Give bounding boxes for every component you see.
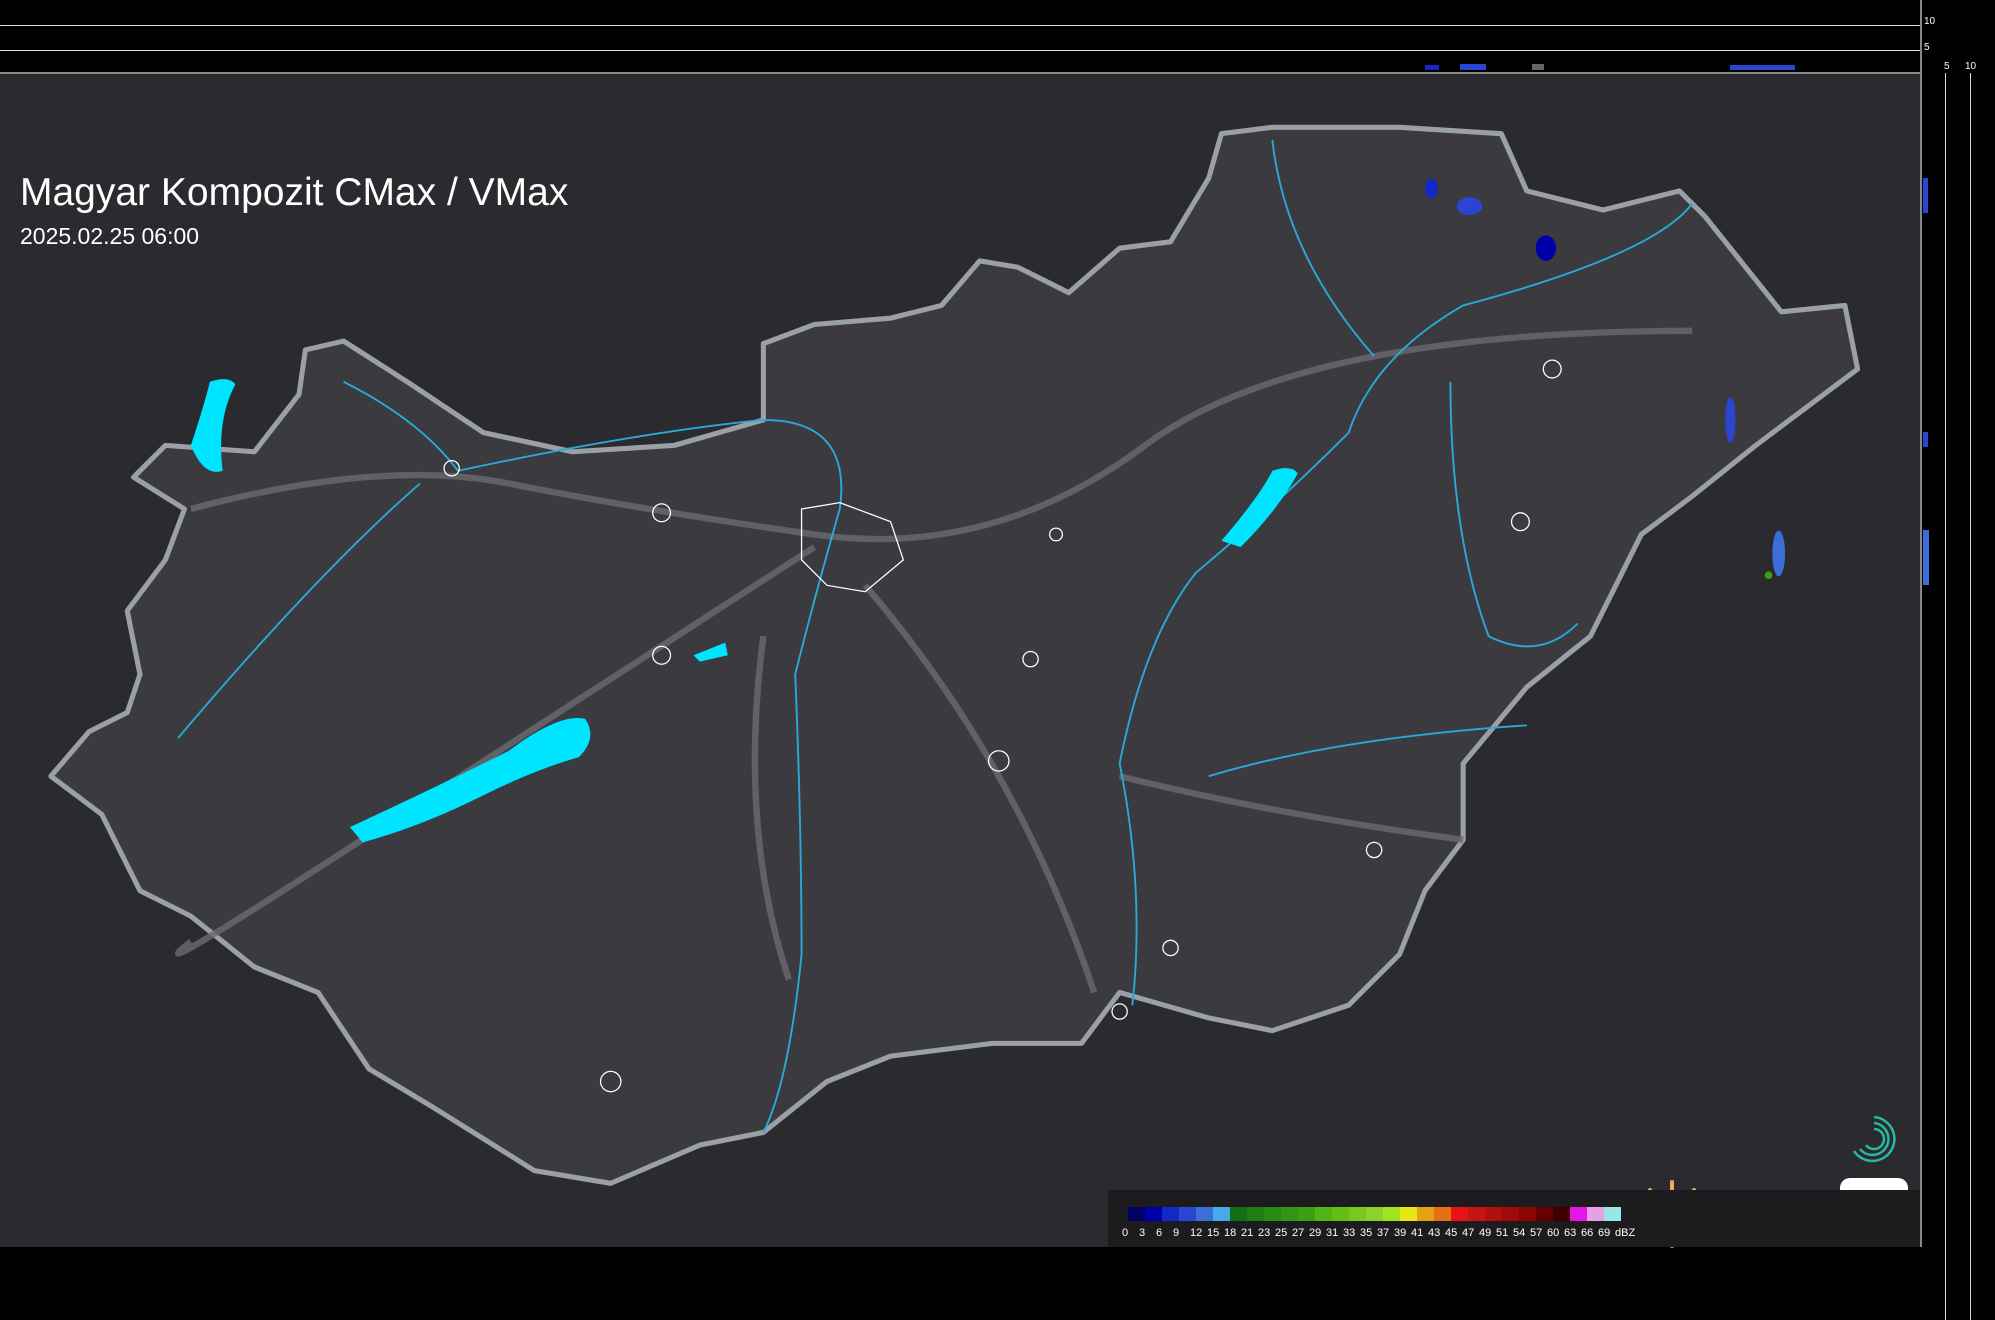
legend-label: 6 [1156,1227,1163,1239]
legend-swatch [1468,1207,1485,1221]
tick-label: 10 [1965,61,1977,72]
legend-swatch [1298,1207,1315,1221]
legend-swatch [1162,1207,1179,1221]
tick-label: 10 [1924,16,1936,27]
profile-echo [1532,64,1544,70]
tick-label: 5 [1944,61,1950,72]
legend-label: 27 [1292,1227,1305,1239]
legend-label: 47 [1462,1227,1475,1239]
country-border-hungary [48,124,1861,1186]
map-timestamp: 2025.02.25 06:00 [20,223,200,249]
gridline-10 [0,25,1920,26]
legend-label: 25 [1275,1227,1288,1239]
gridline-5 [0,50,1920,51]
radar-map[interactable]: Magyar Kompozit CMax / VMax 2025.02.25 0… [0,73,1920,1248]
legend-swatch [1145,1207,1162,1221]
tick-label: 5 [1924,42,1930,53]
gridline-5 [1945,73,1946,1320]
legend-swatch [1349,1207,1366,1221]
legend-label: 3 [1139,1227,1146,1239]
legend-label: 37 [1377,1227,1390,1239]
profile-echo [1460,64,1486,70]
legend-swatch [1400,1207,1417,1221]
legend-unit: dBZ [1615,1227,1636,1239]
legend-swatch [1502,1207,1519,1221]
profile-echo [1923,432,1928,447]
legend-swatch [1247,1207,1264,1221]
lake-balaton [349,718,591,843]
profile-echo [1730,65,1795,70]
legend-swatch [1213,1207,1230,1221]
legend-label: 41 [1411,1227,1424,1239]
cities [443,359,1562,1093]
legend-label: 0 [1122,1227,1129,1239]
panel-divider [1920,0,1922,1247]
legend-label: 63 [1564,1227,1577,1239]
legend-swatch [1587,1207,1604,1221]
legend-swatch [1570,1207,1587,1221]
legend-label: 21 [1241,1227,1254,1239]
panel-divider [0,72,1920,74]
legend-swatch [1519,1207,1536,1221]
legend-label: 66 [1581,1227,1594,1239]
legend-label: 51 [1496,1227,1509,1239]
legend-label: 9 [1173,1227,1180,1239]
river-danube [343,380,843,1133]
profile-echo [1923,530,1929,585]
profile-echo [1425,65,1439,70]
legend-label: 23 [1258,1227,1271,1239]
dbz-color-legend: 0 3 6 9 12 15 18 21 23 25 27 29 31 33 35 37 39 41 43 45 47 49… [1108,1190,1920,1247]
legend-label: 33 [1343,1227,1356,1239]
map-title: Magyar Kompozit CMax / VMax [20,171,569,214]
legend-swatch [1315,1207,1332,1221]
legend-label: 31 [1326,1227,1339,1239]
gridline-10 [1970,73,1971,1320]
legend-swatch [1485,1207,1502,1221]
legend-label: 57 [1530,1227,1543,1239]
legend-swatch [1553,1207,1570,1221]
legend-label: 43 [1428,1227,1441,1239]
legend-label: 35 [1360,1227,1373,1239]
radar-echoes [1425,178,1786,579]
lake-tisza [1221,468,1298,548]
legend-swatch [1451,1207,1468,1221]
legend-swatch [1179,1207,1196,1221]
legend-label: 45 [1445,1227,1458,1239]
legend-swatch [1366,1207,1383,1221]
lake-neusiedl [190,379,236,472]
legend-label: 69 [1598,1227,1611,1239]
legend-label: 15 [1207,1227,1220,1239]
legend-swatch [1230,1207,1247,1221]
profile-echo [1923,178,1928,213]
city-budapest [800,501,905,593]
legend-label: 49 [1479,1227,1492,1239]
legend-swatch [1264,1207,1281,1221]
legend-swatch [1196,1207,1213,1221]
legend-swatch [1281,1207,1298,1221]
legend-swatch [1604,1207,1621,1221]
legend-labels: 0 3 6 9 12 15 18 21 23 25 27 29 31 33 35 37 39 41 43 45 47 49… [1122,1227,1635,1239]
legend-swatch [1536,1207,1553,1221]
horizontal-profile-panel [0,0,1920,74]
legend-label: 29 [1309,1227,1322,1239]
map-graphics [48,124,1861,1186]
legend-swatch [1332,1207,1349,1221]
legend-label: 60 [1547,1227,1560,1239]
vertical-profile-panel: 10 5 5 10 [1920,0,1995,1320]
legend-label: 12 [1190,1227,1203,1239]
legend-swatch [1417,1207,1434,1221]
legend-swatches [1128,1207,1621,1221]
legend-swatch [1434,1207,1451,1221]
lakes [190,379,1298,843]
legend-label: 18 [1224,1227,1237,1239]
legend-swatch [1128,1207,1145,1221]
legend-label: 39 [1394,1227,1407,1239]
legend-label: 54 [1513,1227,1526,1239]
legend-swatch [1383,1207,1400,1221]
